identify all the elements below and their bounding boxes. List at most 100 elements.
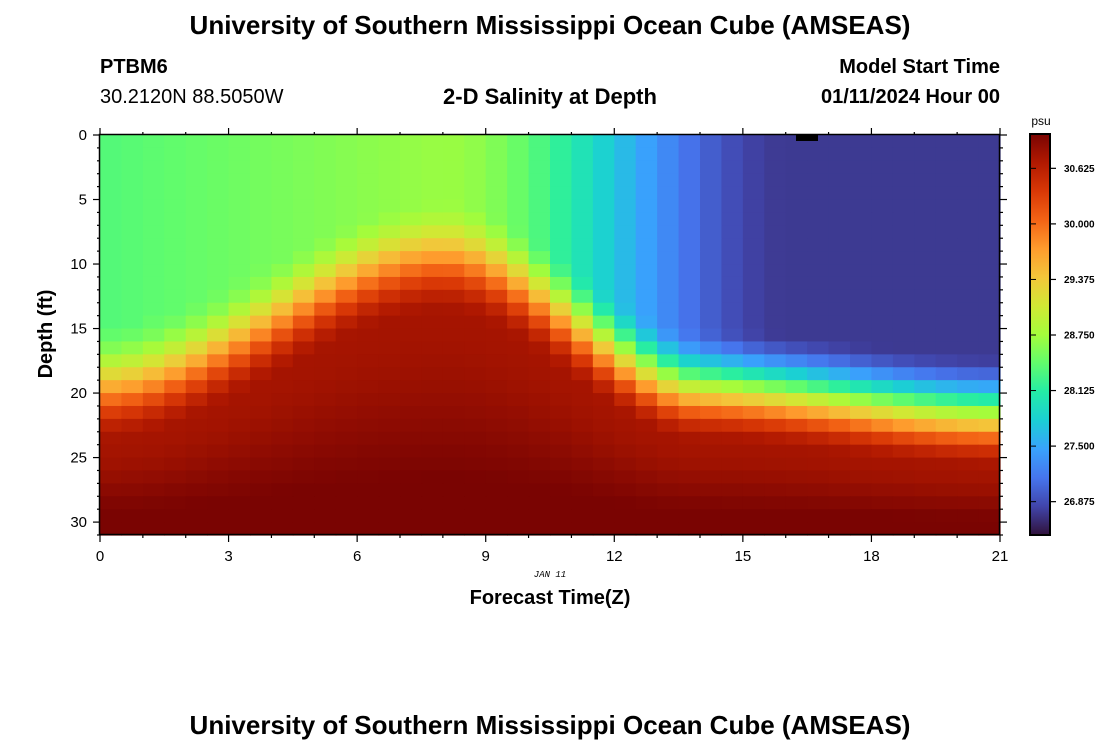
heatmap-cell xyxy=(121,289,144,304)
heatmap-cell xyxy=(828,418,851,433)
heatmap-cell xyxy=(592,238,615,252)
heatmap-cell xyxy=(914,470,937,484)
heatmap-cell xyxy=(207,212,230,226)
heatmap-cell xyxy=(421,315,444,330)
heatmap-cell xyxy=(657,444,680,459)
x-tick-label: 0 xyxy=(96,548,104,565)
heatmap-cell xyxy=(250,509,273,523)
heatmap-cell xyxy=(335,276,358,291)
heatmap-cell xyxy=(850,367,873,381)
heatmap-cell xyxy=(335,225,358,239)
heatmap-cell xyxy=(507,354,530,368)
heatmap-cell xyxy=(700,418,723,433)
heatmap-cell xyxy=(635,135,658,149)
heatmap-cell xyxy=(850,393,873,407)
heatmap-cell xyxy=(742,212,765,226)
heatmap-cell xyxy=(807,522,830,536)
heatmap-cell xyxy=(421,354,444,368)
heatmap-cell xyxy=(678,199,701,214)
date-annotation: JAN 11 xyxy=(534,570,566,580)
heatmap-cell xyxy=(164,522,187,536)
heatmap-cell xyxy=(142,405,165,420)
heatmap-cell xyxy=(764,264,787,278)
x-axis: 0 3 6 9 12 15 18 21 xyxy=(96,128,1009,565)
heatmap-cell xyxy=(614,470,637,484)
heatmap-cell xyxy=(142,522,165,536)
heatmap-cell xyxy=(357,186,380,201)
heatmap-cell xyxy=(742,276,765,291)
heatmap-cell xyxy=(507,522,530,536)
heatmap-cell xyxy=(271,341,294,355)
x-tick-label: 15 xyxy=(735,548,752,565)
heatmap-cell xyxy=(442,393,465,407)
heatmap-cell xyxy=(764,470,787,484)
heatmap-cell xyxy=(764,251,787,265)
heatmap-cell xyxy=(314,199,337,214)
heatmap-cell xyxy=(957,315,980,330)
heatmap-cell xyxy=(892,457,915,472)
x-tick-label: 18 xyxy=(863,548,880,565)
heatmap-cell xyxy=(464,418,487,433)
heatmap-cell xyxy=(892,238,915,252)
heatmap-cell xyxy=(871,380,894,394)
heatmap-cell xyxy=(142,341,165,355)
heatmap-cell xyxy=(721,238,744,252)
heatmap-cell xyxy=(528,251,551,265)
heatmap-cell xyxy=(421,405,444,420)
heatmap-cell xyxy=(507,470,530,484)
heatmap-cell xyxy=(121,302,144,317)
heatmap-cell xyxy=(121,457,144,472)
heatmap-cell xyxy=(828,289,851,304)
heatmap-cell xyxy=(914,212,937,226)
heatmap-cell xyxy=(421,289,444,304)
x-tick-label: 21 xyxy=(992,548,1009,565)
heatmap-cell xyxy=(978,380,1001,394)
heatmap-cell xyxy=(164,496,187,510)
heatmap-cell xyxy=(357,135,380,149)
heatmap-cell xyxy=(935,367,958,381)
heatmap-cell xyxy=(550,186,573,201)
heatmap-cell xyxy=(785,302,808,317)
heatmap-cell xyxy=(571,186,594,201)
heatmap-cell xyxy=(121,186,144,201)
heatmap-cell xyxy=(421,212,444,226)
heatmap-cell xyxy=(742,418,765,433)
heatmap-cell xyxy=(635,522,658,536)
heatmap-cell xyxy=(421,418,444,433)
heatmap-cell xyxy=(442,315,465,330)
heatmap-cell xyxy=(378,225,401,239)
heatmap-cell xyxy=(271,393,294,407)
heatmap-cell xyxy=(742,367,765,381)
heatmap-cell xyxy=(292,393,315,407)
heatmap-cell xyxy=(571,431,594,446)
heatmap-cell xyxy=(592,405,615,420)
heatmap-cell xyxy=(742,457,765,472)
heatmap-cell xyxy=(421,199,444,214)
heatmap-cell xyxy=(700,405,723,420)
heatmap-cell xyxy=(314,431,337,446)
heatmap-cell xyxy=(957,522,980,536)
heatmap-cell xyxy=(550,341,573,355)
heatmap-cell xyxy=(464,186,487,201)
heatmap-cell xyxy=(485,225,508,239)
heatmap-cell xyxy=(721,302,744,317)
heatmap-cell xyxy=(935,302,958,317)
heatmap-cell xyxy=(335,328,358,343)
heatmap-cell xyxy=(978,225,1001,239)
heatmap-cell xyxy=(121,522,144,536)
heatmap-cell xyxy=(142,289,165,304)
heatmap-cell xyxy=(935,418,958,433)
heatmap-cell xyxy=(442,470,465,484)
heatmap-cell xyxy=(742,238,765,252)
model-start-label: Model Start Time xyxy=(839,56,1000,78)
heatmap-cell xyxy=(571,276,594,291)
heatmap-cell xyxy=(121,315,144,330)
heatmap-cell xyxy=(571,289,594,304)
heatmap-cell xyxy=(700,393,723,407)
heatmap-cell xyxy=(550,147,573,162)
heatmap-cell xyxy=(185,405,208,420)
heatmap-cell xyxy=(357,341,380,355)
heatmap-cell xyxy=(378,251,401,265)
y-tick-label: 20 xyxy=(70,385,87,402)
heatmap-cell xyxy=(592,418,615,433)
